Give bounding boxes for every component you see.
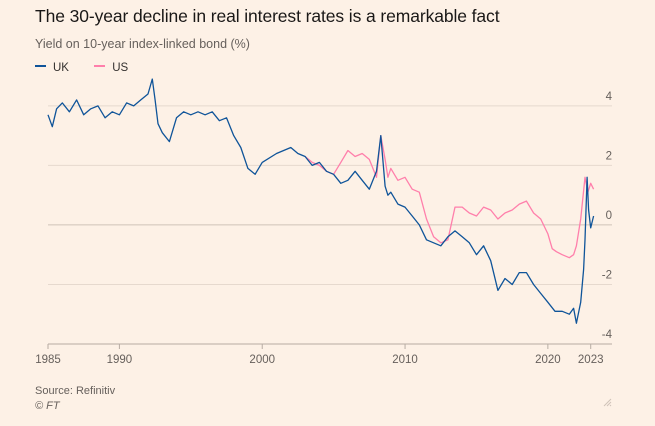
copyright-note: © FT bbox=[35, 400, 60, 412]
y-tick-label: 2 bbox=[606, 150, 612, 162]
y-tick-label: 4 bbox=[606, 91, 613, 103]
chart-subtitle: Yield on 10-year index-linked bond (%) bbox=[35, 37, 250, 51]
y-tick-label: -4 bbox=[602, 329, 613, 341]
x-tick-label: 1990 bbox=[107, 354, 133, 366]
legend-item-us: US bbox=[94, 62, 128, 74]
resize-handle-icon[interactable] bbox=[603, 398, 612, 407]
legend-swatch-uk bbox=[35, 64, 46, 67]
legend-item-uk: UK bbox=[35, 62, 69, 74]
series-line-uk bbox=[47, 78, 595, 324]
x-tick-label: 2023 bbox=[578, 354, 604, 366]
legend-label-uk: UK bbox=[53, 62, 69, 74]
source-note: Source: Refinitiv bbox=[35, 385, 116, 397]
legend-label-us: US bbox=[112, 62, 129, 74]
chart-legend: UK US bbox=[35, 62, 150, 74]
x-tick-label: 2020 bbox=[535, 354, 561, 366]
y-tick-label: 0 bbox=[606, 210, 612, 222]
y-tick-label: -2 bbox=[602, 269, 612, 281]
x-tick-label: 2000 bbox=[249, 354, 275, 366]
x-tick-label: 2010 bbox=[392, 354, 418, 366]
legend-swatch-us bbox=[94, 64, 106, 67]
chart-title: The 30-year decline in real interest rat… bbox=[35, 6, 500, 26]
chart-footer: Source: Refinitiv © FT bbox=[35, 384, 115, 414]
series-line-us bbox=[304, 134, 595, 259]
x-tick-label: 1985 bbox=[35, 354, 61, 366]
